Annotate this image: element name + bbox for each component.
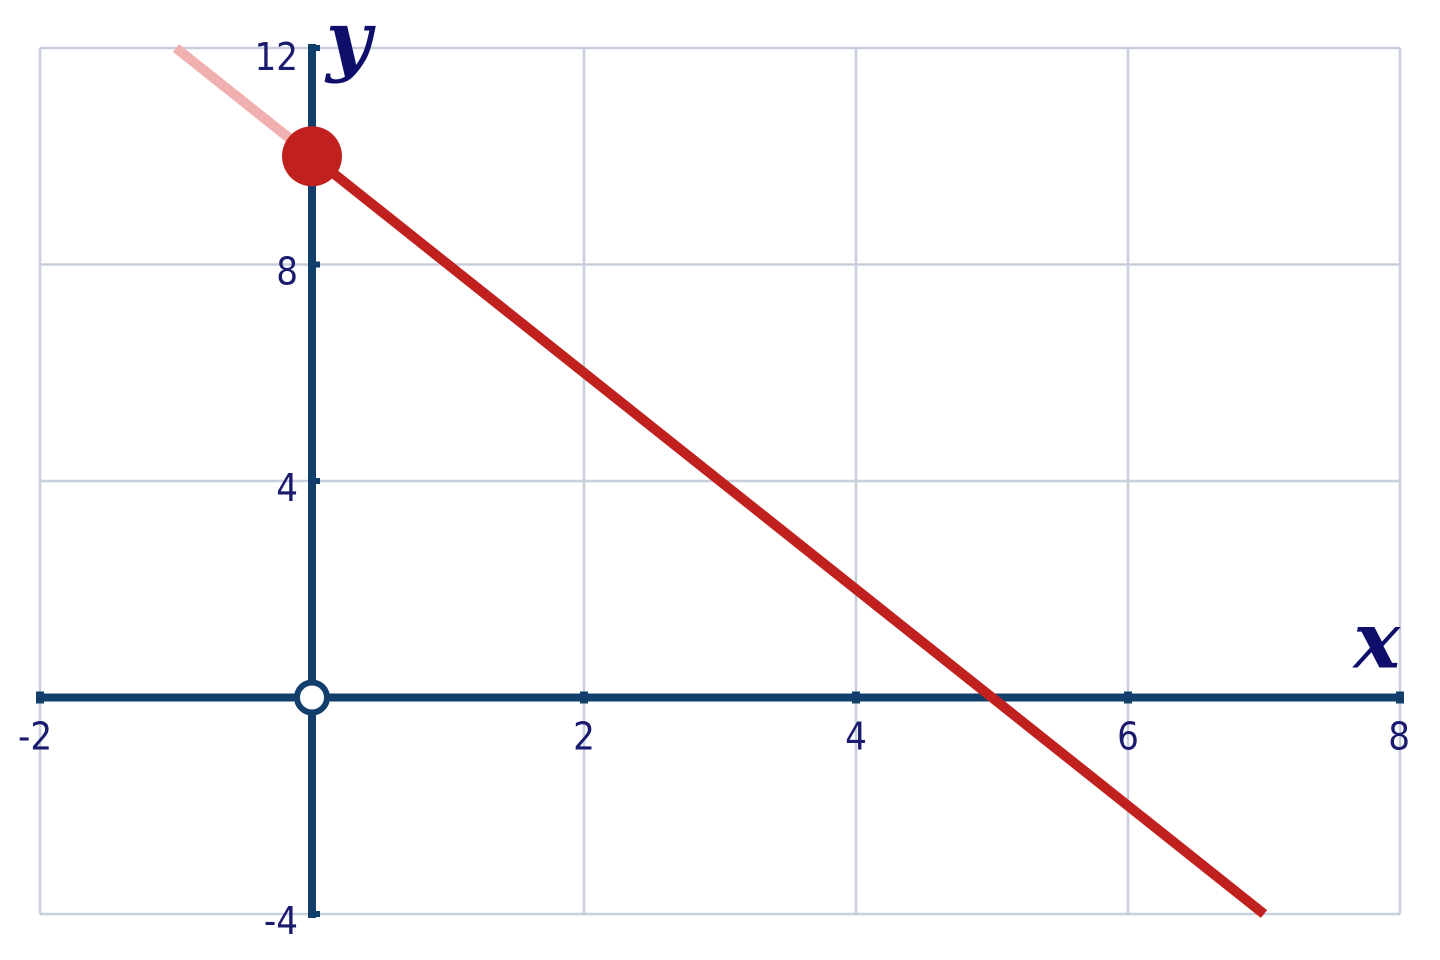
y-tick-label: -4 <box>264 899 298 943</box>
labels: -2 2 4 6 8 -4 4 8 12 x y <box>18 0 1410 943</box>
x-tick-label: 2 <box>573 715 595 759</box>
y-tick-label: 12 <box>255 35 299 79</box>
origin-marker <box>294 679 330 716</box>
x-tick-label: 4 <box>845 715 867 759</box>
y-tick-label: 4 <box>276 466 298 510</box>
y-tick-label: 8 <box>276 250 298 294</box>
series-line <box>308 152 1268 918</box>
data-point <box>282 126 342 187</box>
axes <box>36 44 1404 918</box>
x-tick-label: 8 <box>1388 715 1410 759</box>
x-axis-label: x <box>1351 596 1401 687</box>
x-tick-label: -2 <box>18 715 52 759</box>
y-axis-label: y <box>324 0 376 85</box>
x-tick-label: 6 <box>1117 715 1139 759</box>
series <box>172 44 1268 918</box>
